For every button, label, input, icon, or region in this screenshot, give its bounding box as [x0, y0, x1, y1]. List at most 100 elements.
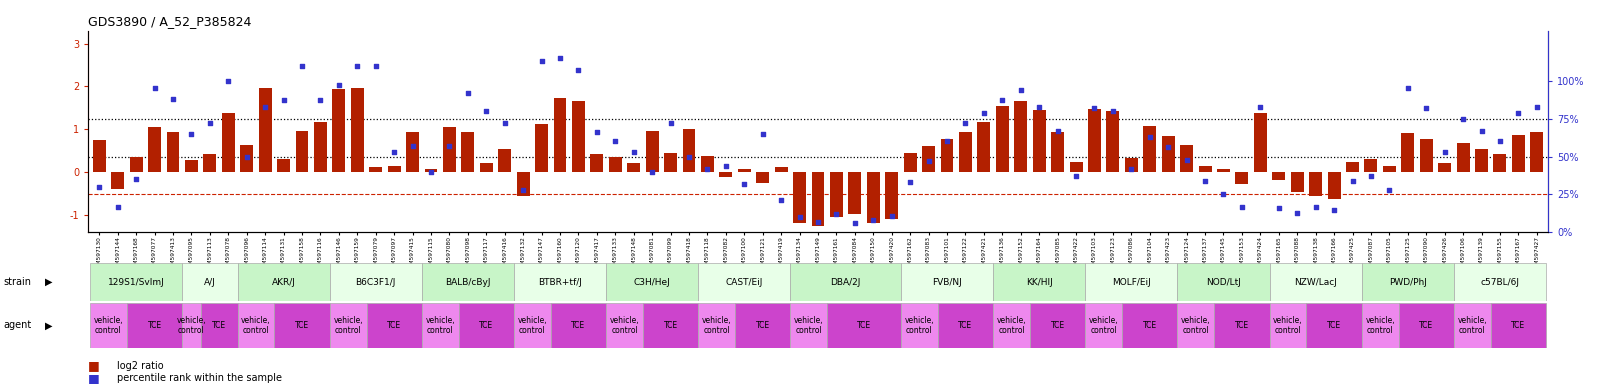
Point [1322, 207, 1347, 213]
Bar [1476, 149, 1489, 172]
Text: TCE: TCE [857, 321, 871, 330]
Point [252, 103, 277, 109]
Point [1487, 138, 1513, 144]
Bar [351, 88, 364, 172]
Text: TCE: TCE [295, 321, 310, 330]
Text: vehicle,
control: vehicle, control [703, 316, 731, 335]
Bar [664, 153, 677, 172]
Point [1266, 205, 1291, 211]
Text: vehicle,
control: vehicle, control [794, 316, 823, 335]
Bar [422, 263, 513, 301]
Point [399, 143, 425, 149]
Bar [1177, 263, 1270, 301]
Text: DBA/2J: DBA/2J [831, 278, 861, 287]
Bar [513, 263, 606, 301]
Point [1432, 149, 1458, 155]
Text: TCE: TCE [212, 321, 226, 330]
Bar [791, 303, 828, 348]
Text: strain: strain [3, 277, 30, 287]
Bar [330, 303, 366, 348]
Bar [1217, 169, 1230, 172]
Text: B6C3F1/J: B6C3F1/J [356, 278, 396, 287]
Text: vehicle,
control: vehicle, control [93, 316, 124, 335]
Text: NZW/LacJ: NZW/LacJ [1294, 278, 1338, 287]
Point [492, 120, 518, 126]
Bar [1439, 163, 1452, 172]
Text: vehicle,
control: vehicle, control [905, 316, 934, 335]
Bar [1086, 263, 1177, 301]
Point [1155, 144, 1181, 151]
Point [1506, 109, 1532, 116]
Bar [1161, 136, 1174, 172]
Point [124, 176, 149, 182]
Bar [1214, 303, 1270, 348]
Bar [90, 303, 127, 348]
Bar [1033, 110, 1046, 172]
Text: 129S1/SvImJ: 129S1/SvImJ [107, 278, 165, 287]
Bar [885, 172, 898, 218]
Bar [258, 88, 271, 172]
Bar [683, 129, 696, 172]
Bar [738, 169, 751, 172]
Point [456, 90, 481, 96]
Text: TCE: TCE [571, 321, 585, 330]
Bar [1365, 159, 1378, 172]
Bar [366, 303, 422, 348]
Point [436, 143, 462, 149]
Text: TCE: TCE [755, 321, 770, 330]
Text: TCE: TCE [148, 321, 162, 330]
Point [1192, 178, 1217, 184]
Point [970, 109, 996, 116]
Bar [938, 303, 993, 348]
Point [104, 204, 130, 210]
Point [234, 154, 260, 160]
Text: ■: ■ [88, 372, 99, 384]
Bar [757, 172, 770, 183]
Bar [459, 303, 513, 348]
Text: vehicle,
control: vehicle, control [518, 316, 547, 335]
Bar [1123, 303, 1177, 348]
Point [1027, 103, 1052, 109]
Bar [1086, 303, 1123, 348]
Point [510, 187, 536, 193]
Bar [993, 263, 1086, 301]
Point [382, 149, 407, 155]
Bar [237, 263, 330, 301]
Point [271, 98, 297, 104]
Bar [237, 303, 274, 348]
Bar [167, 132, 180, 172]
Text: vehicle,
control: vehicle, control [996, 316, 1027, 335]
Text: vehicle,
control: vehicle, control [1274, 316, 1302, 335]
Point [1007, 87, 1033, 93]
Point [1081, 105, 1107, 111]
Point [419, 169, 444, 175]
Point [1339, 178, 1365, 184]
Bar [1490, 303, 1546, 348]
Bar [406, 131, 419, 172]
Bar [792, 172, 807, 223]
Bar [480, 163, 492, 172]
Bar [536, 124, 549, 172]
Point [934, 138, 959, 144]
Bar [553, 98, 566, 172]
Point [1285, 210, 1310, 216]
Bar [513, 303, 550, 348]
Bar [1177, 303, 1214, 348]
Point [1174, 157, 1200, 163]
Point [805, 218, 831, 225]
Bar [1362, 263, 1453, 301]
Bar [1124, 158, 1137, 172]
Bar [1402, 133, 1415, 172]
Point [1137, 134, 1163, 140]
Bar [1399, 303, 1453, 348]
Bar [1070, 162, 1083, 172]
Bar [812, 172, 824, 226]
Bar [1270, 263, 1362, 301]
Point [141, 85, 167, 91]
Bar [606, 303, 643, 348]
Bar [1088, 109, 1100, 172]
Bar [274, 303, 330, 348]
Point [1063, 173, 1089, 179]
Bar [720, 172, 733, 177]
Bar [1030, 303, 1086, 348]
